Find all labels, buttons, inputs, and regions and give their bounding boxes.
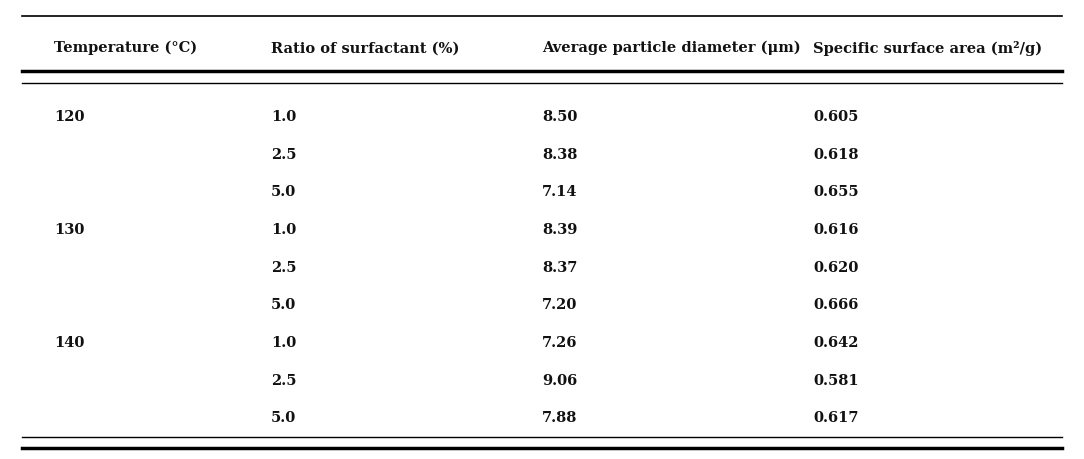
Text: Average particle diameter (μm): Average particle diameter (μm) [542, 41, 801, 56]
Text: 0.617: 0.617 [813, 411, 859, 425]
Text: 0.618: 0.618 [813, 148, 859, 162]
Text: 7.88: 7.88 [542, 411, 578, 425]
Text: 0.666: 0.666 [813, 298, 859, 312]
Text: 0.655: 0.655 [813, 185, 859, 199]
Text: 2.5: 2.5 [271, 148, 297, 162]
Text: 0.605: 0.605 [813, 110, 859, 124]
Text: 1.0: 1.0 [271, 336, 296, 350]
Text: 140: 140 [54, 336, 85, 350]
Text: 8.37: 8.37 [542, 261, 578, 274]
Text: 1.0: 1.0 [271, 223, 296, 237]
Text: 8.50: 8.50 [542, 110, 578, 124]
Text: 5.0: 5.0 [271, 185, 296, 199]
Text: 7.20: 7.20 [542, 298, 578, 312]
Text: 5.0: 5.0 [271, 411, 296, 425]
Text: 8.39: 8.39 [542, 223, 578, 237]
Text: Specific surface area (m²/g): Specific surface area (m²/g) [813, 41, 1042, 56]
Text: 8.38: 8.38 [542, 148, 578, 162]
Text: 9.06: 9.06 [542, 374, 578, 387]
Text: 2.5: 2.5 [271, 261, 297, 274]
Text: 5.0: 5.0 [271, 298, 296, 312]
Text: 7.14: 7.14 [542, 185, 578, 199]
Text: 0.620: 0.620 [813, 261, 859, 274]
Text: 1.0: 1.0 [271, 110, 296, 124]
Text: Temperature (°C): Temperature (°C) [54, 41, 197, 56]
Text: 0.581: 0.581 [813, 374, 859, 387]
Text: 7.26: 7.26 [542, 336, 578, 350]
Text: 0.616: 0.616 [813, 223, 859, 237]
Text: Ratio of surfactant (%): Ratio of surfactant (%) [271, 41, 460, 55]
Text: 130: 130 [54, 223, 85, 237]
Text: 120: 120 [54, 110, 85, 124]
Text: 2.5: 2.5 [271, 374, 297, 387]
Text: 0.642: 0.642 [813, 336, 859, 350]
